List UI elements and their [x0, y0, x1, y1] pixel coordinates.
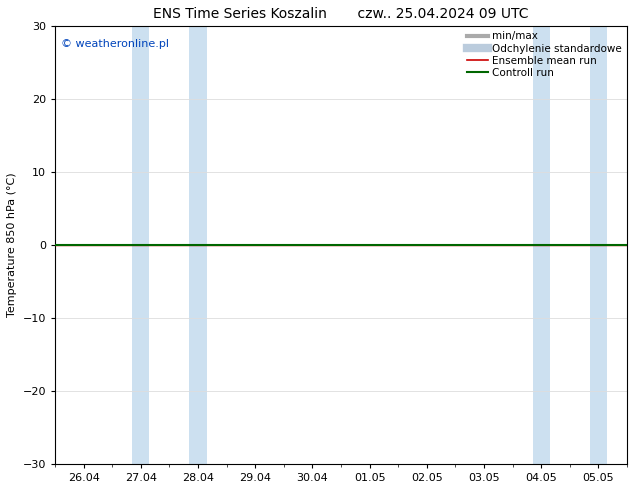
Bar	[133, 26, 150, 464]
Title: ENS Time Series Koszalin       czw.. 25.04.2024 09 UTC: ENS Time Series Koszalin czw.. 25.04.202…	[153, 7, 529, 21]
Bar	[190, 26, 207, 464]
Bar	[533, 26, 550, 464]
Bar	[590, 26, 607, 464]
Y-axis label: Temperature 850 hPa (°C): Temperature 850 hPa (°C)	[7, 173, 17, 318]
Legend: min/max, Odchylenie standardowe, Ensemble mean run, Controll run: min/max, Odchylenie standardowe, Ensembl…	[465, 29, 624, 80]
Text: © weatheronline.pl: © weatheronline.pl	[61, 39, 169, 49]
